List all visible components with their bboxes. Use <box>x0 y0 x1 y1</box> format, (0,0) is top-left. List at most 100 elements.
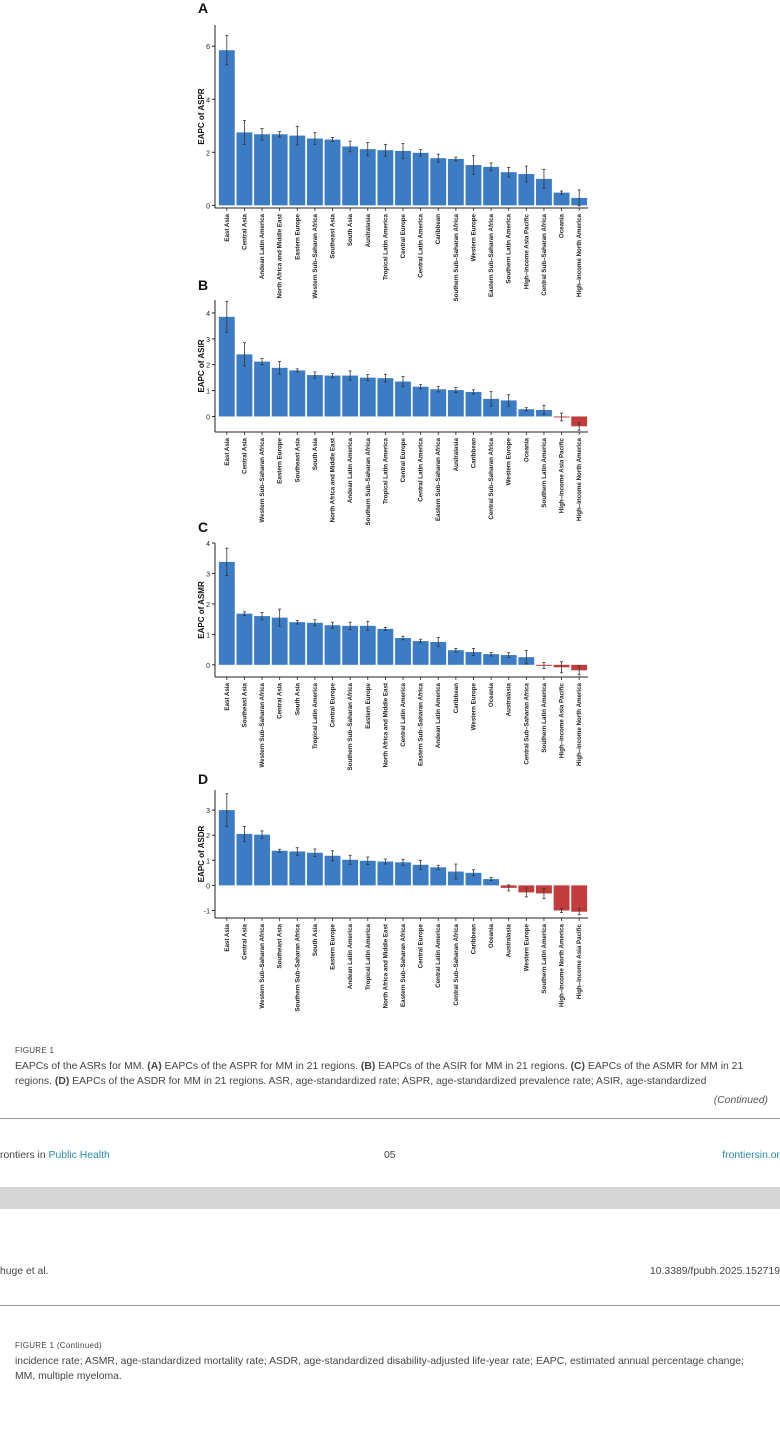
x-tick-label-c: Andean Latin America <box>435 682 442 748</box>
bar-a <box>342 146 359 206</box>
bar-b <box>518 409 535 417</box>
bar-a <box>430 158 447 206</box>
x-tick-label-a: High–income Asia Pacific <box>523 213 530 289</box>
bar-b <box>571 416 588 427</box>
x-tick-label-d: Southern Sub–Saharan Africa <box>294 923 301 1011</box>
x-tick-label-d: Southeast Asia <box>277 923 284 968</box>
x-tick-label-c: Southeast Asia <box>241 682 248 727</box>
bar-b <box>289 370 306 417</box>
bar-a <box>483 166 500 206</box>
bar-c <box>289 622 306 665</box>
bar-a <box>271 134 288 206</box>
x-tick-label-d: North Africa and Middle East <box>382 924 389 1008</box>
x-tick-label-a: South Asia <box>347 213 354 246</box>
caption-lead: EAPCs of the ASRs for MM. <box>15 1061 148 1072</box>
y-tick-label-c: 4 <box>206 541 210 548</box>
bar-c <box>218 561 235 665</box>
x-tick-label-c: Eastern Sub–Saharan Africa <box>418 682 425 766</box>
y-tick-label-d: 1 <box>206 858 210 865</box>
bar-b <box>342 375 359 417</box>
x-tick-label-d: High–income Asia Pacific <box>576 923 583 999</box>
bar-a <box>306 138 323 206</box>
bar-c <box>500 655 517 665</box>
figure-1-charts: A 0 2 4 6 EAPC of ASPR East Asia Central Asia An… <box>197 0 588 1011</box>
bar-d <box>324 855 341 886</box>
x-tick-label-c: Central Sub–Saharan Africa <box>523 682 530 764</box>
bar-d <box>289 851 306 886</box>
bar-c <box>430 641 447 665</box>
x-tick-label-a: Andean Latin America <box>259 213 266 279</box>
x-tick-label-b: Southern Sub–Saharan Africa <box>365 437 372 525</box>
bar-a <box>236 132 253 206</box>
footer-prefix: rontiers in <box>0 1150 49 1161</box>
bar-a <box>500 172 517 206</box>
y-axis-title-c: EAPC of ASMR <box>197 581 206 639</box>
y-tick-label-d: -1 <box>204 908 210 915</box>
x-tick-label-a: Eastern Europe <box>294 213 301 259</box>
x-tick-label-a: Southeast Asia <box>330 213 337 258</box>
bar-c <box>236 613 253 665</box>
x-tick-label-b: South Asia <box>312 437 319 470</box>
x-tick-label-a: Central Latin America <box>418 213 425 277</box>
y-tick-label-c: 1 <box>206 632 210 639</box>
x-tick-label-b: Oceania <box>523 437 530 462</box>
caption-text-b: EAPCs of the ASIR for MM in 21 regions. <box>375 1061 571 1072</box>
x-tick-label-c: Central Latin America <box>400 682 407 746</box>
bar-d <box>553 885 570 911</box>
y-tick-label-b: 1 <box>206 389 210 396</box>
x-tick-label-b: Central Latin America <box>418 437 425 501</box>
bar-d <box>465 872 482 886</box>
x-tick-label-a: East Asia <box>224 213 231 241</box>
x-tick-label-b: East Asia <box>224 437 231 465</box>
site-link[interactable]: frontiersin.or <box>722 1150 780 1161</box>
x-tick-label-c: High–income Asia Pacific <box>559 682 566 758</box>
y-tick-label-a: 0 <box>206 203 210 210</box>
bar-a <box>254 134 270 206</box>
x-tick-label-d: Oceania <box>488 923 495 948</box>
bar-a <box>553 192 570 206</box>
x-tick-label-d: East Asia <box>224 923 231 951</box>
x-tick-label-a: Caribbean <box>435 214 442 244</box>
caption-text-a: EAPCs of the ASPR for MM in 21 regions. <box>161 1061 361 1072</box>
y-tick-label-b: 3 <box>206 337 210 344</box>
bar-b <box>412 386 429 417</box>
bar-b <box>377 378 394 417</box>
figure-label: FIGURE 1 <box>15 1046 55 1055</box>
x-tick-label-b: Southeast Asia <box>294 437 301 482</box>
bar-c <box>306 622 323 665</box>
caption-tag-c: (C) <box>570 1061 585 1072</box>
x-tick-label-c: Tropical Latin America <box>312 682 319 749</box>
bar-d <box>218 810 235 886</box>
x-tick-label-b: Southern Latin America <box>541 437 548 507</box>
bar-c <box>342 625 359 665</box>
running-head-authors: huge et al. <box>0 1266 49 1277</box>
bar-c <box>254 616 270 665</box>
x-tick-label-d: Central Asia <box>241 923 248 959</box>
bar-b <box>236 354 253 417</box>
x-tick-label-a: Central Europe <box>400 213 407 258</box>
x-tick-label-b: Andean Latin America <box>347 437 354 503</box>
x-tick-label-c: East Asia <box>224 682 231 710</box>
bar-d <box>571 885 588 912</box>
y-tick-label-c: 2 <box>206 602 210 609</box>
x-tick-label-b: Australasia <box>453 437 460 471</box>
x-tick-label-b: Central Sub–Saharan Africa <box>488 437 495 519</box>
x-tick-label-d: Tropical Latin America <box>365 923 372 990</box>
journal-name-link[interactable]: Public Health <box>48 1150 110 1161</box>
x-tick-label-a: Eastern Sub–Saharan Africa <box>488 213 495 297</box>
x-tick-label-c: Southern Sub–Saharan Africa <box>347 682 354 770</box>
x-tick-label-d: Central Europe <box>418 923 425 968</box>
bar-a <box>536 178 552 206</box>
bar-d <box>430 867 447 886</box>
x-tick-label-c: High–income North America <box>576 682 583 766</box>
x-tick-label-c: Western Europe <box>470 682 477 730</box>
x-tick-label-a: Southern Sub–Saharan Africa <box>453 213 460 301</box>
bar-b <box>324 375 341 417</box>
x-tick-label-b: Caribbean <box>470 438 477 468</box>
bar-d <box>412 864 429 886</box>
y-tick-label-b: 0 <box>206 414 210 421</box>
bar-a <box>518 174 535 206</box>
y-axis-title-b: EAPC of ASIR <box>197 339 206 392</box>
panel-label-a: A <box>198 0 208 16</box>
x-tick-label-b: North Africa and Middle East <box>330 438 337 522</box>
